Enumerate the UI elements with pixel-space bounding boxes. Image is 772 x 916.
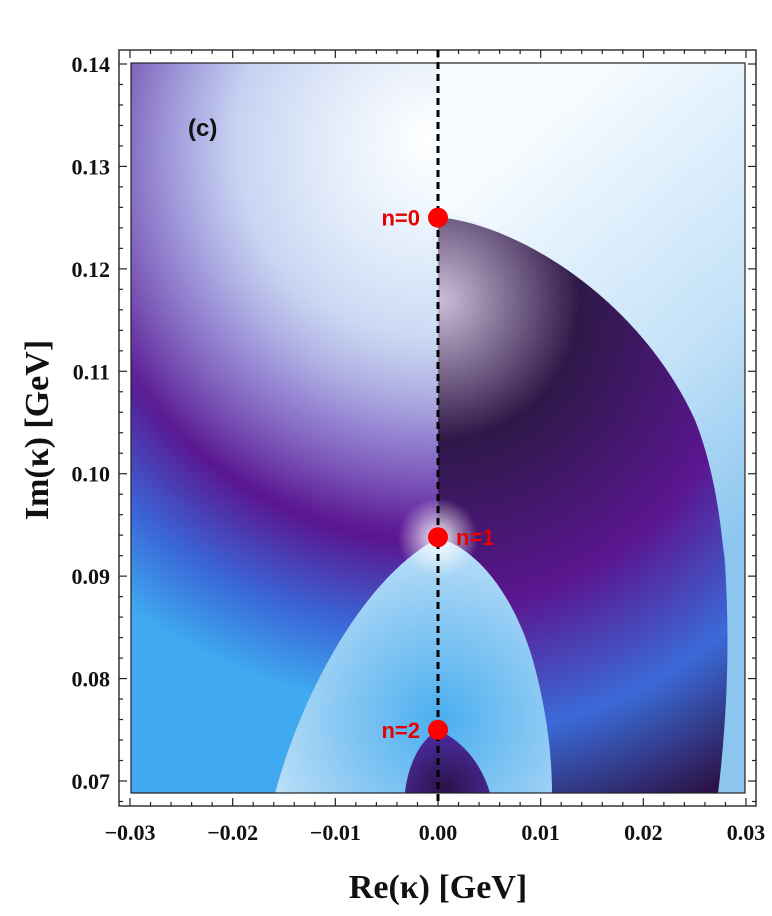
y-tick-label: 0.10 xyxy=(72,462,111,487)
y-axis-title: Im(κ) [GeV] xyxy=(19,340,56,520)
point-label: n=1 xyxy=(456,525,495,550)
y-tick-label: 0.13 xyxy=(72,154,111,179)
data-point xyxy=(428,719,448,740)
heatmap-inner-light-region xyxy=(275,538,552,793)
x-tick-label: −0.01 xyxy=(310,820,361,845)
x-tick-label: 0.00 xyxy=(419,820,458,845)
x-tick-label: −0.02 xyxy=(207,820,258,845)
y-tick-label: 0.08 xyxy=(72,667,111,692)
point-label: n=0 xyxy=(381,206,420,231)
y-tick-label: 0.12 xyxy=(72,257,111,282)
heatmap-inner-dark-region xyxy=(405,730,490,793)
y-tick-label: 0.14 xyxy=(72,52,111,77)
panel-label: (c) xyxy=(188,115,217,142)
data-point xyxy=(428,527,448,548)
axis-ticks xyxy=(119,50,756,806)
x-tick-label: −0.03 xyxy=(104,820,155,845)
y-tick-label: 0.11 xyxy=(73,359,110,384)
y-tick-label: 0.07 xyxy=(72,769,111,794)
x-tick-label: 0.03 xyxy=(727,820,766,845)
point-label: n=2 xyxy=(381,718,420,743)
y-tick-label: 0.09 xyxy=(72,564,111,589)
axis-tick-labels: −0.03 −0.02 −0.01 0.00 0.01 0.02 0.03 0.07 0.08 0… xyxy=(72,52,766,845)
data-point xyxy=(428,207,448,228)
heatmap-right-light-region xyxy=(438,63,745,793)
x-tick-label: 0.01 xyxy=(521,820,560,845)
x-axis-title: Re(κ) [GeV] xyxy=(349,869,527,906)
x-tick-label: 0.02 xyxy=(624,820,663,845)
data-points: n=0 n=1 n=2 xyxy=(381,206,494,743)
